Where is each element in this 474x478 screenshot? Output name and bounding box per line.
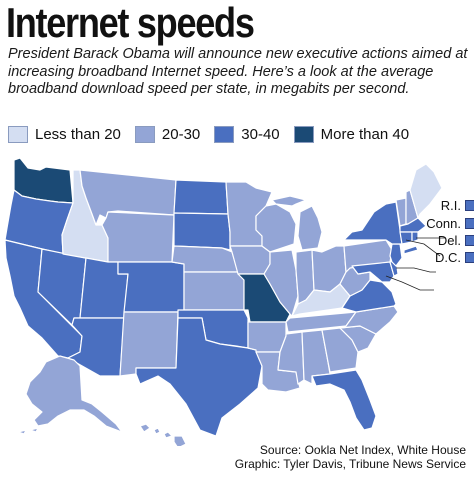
small-state-swatch [465,199,474,211]
small-state-ri: R.I. [420,197,474,213]
small-state-label: Conn. [426,215,461,231]
small-state-swatch [465,234,474,246]
state-texas [135,317,263,437]
small-state-swatch [465,251,474,263]
state-hawaii [139,423,187,446]
legend-swatch [214,125,235,143]
state-illinois [263,249,299,317]
small-state-label: R.I. [440,197,461,213]
subtitle: President Barack Obama will announce new… [8,46,468,97]
legend-swatch [134,125,155,143]
source-credit: Source: Ookla Net Index, White House Gra… [234,443,466,471]
legend-swatch [8,125,28,143]
state-connecticut [399,231,413,245]
state-michigan [271,195,323,251]
source-line: Source: Ookla Net Index, White House [259,443,466,457]
small-state-label: Del. [437,232,461,248]
state-rhode-island [411,231,419,243]
state-tennessee [285,311,357,333]
legend-swatch [293,125,314,143]
leader-line-del [396,267,436,273]
legend-item-30-40: 30-40 [214,125,280,143]
state-maine [409,163,443,219]
small-state-swatch [465,217,474,229]
legend-label: Less than 20 [35,125,121,143]
state-south-dakota [173,212,231,251]
state-alaska [17,355,123,435]
legend-item-20-30: 20-30 [134,125,201,143]
state-north-dakota [173,179,229,215]
page-title: Internet speeds [6,0,255,46]
state-colorado [117,261,185,313]
state-wyoming [101,211,175,263]
state-florida [311,369,377,431]
small-state-conn: Conn. [420,215,474,231]
small-state-label: D.C. [435,249,461,265]
graphic-credit-line: Graphic: Tyler Davis, Tribune News Servi… [234,456,466,471]
legend-label: 20-30 [161,125,201,143]
leader-line-conn [405,239,441,257]
small-state-dc: D.C. [420,249,474,265]
us-map [4,157,446,446]
leader-line-dc [385,275,434,291]
legend-item-more-than-40: More than 40 [293,125,410,143]
state-wisconsin [255,203,297,253]
legend-item-less-than-20: Less than 20 [8,125,121,143]
legend: Less than 20 20-30 30-40 More than 40 [8,124,470,144]
legend-label: More than 40 [320,125,410,143]
small-state-del: Del. [420,232,474,248]
legend-label: 30-40 [241,125,280,143]
state-kansas [183,271,245,311]
state-arkansas [247,321,287,353]
state-new-mexico [119,311,179,377]
